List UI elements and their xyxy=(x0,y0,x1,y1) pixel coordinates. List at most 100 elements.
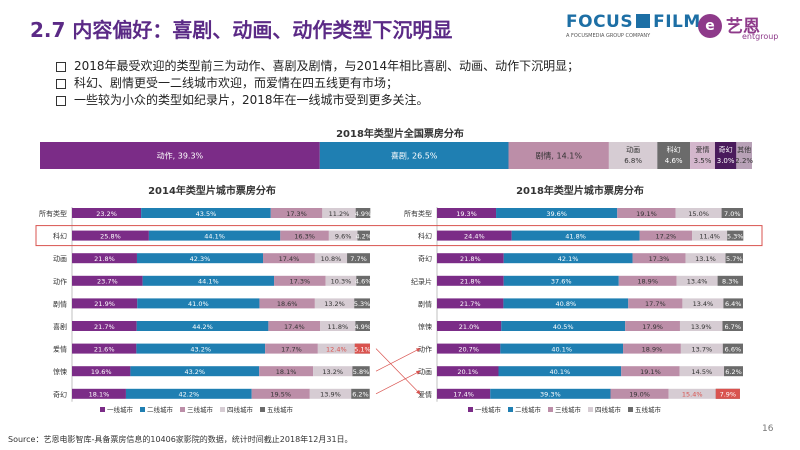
stacked-bar-label: 17.7% xyxy=(281,345,302,353)
legend-swatch xyxy=(548,407,553,412)
stacked-bar-label: 24.4% xyxy=(464,232,485,240)
stacked-bar-segment xyxy=(437,253,504,264)
stacked-bar-label: 20.7% xyxy=(458,345,479,353)
stacked-bar-label: 5.1% xyxy=(354,345,371,353)
stacked-bar-segment-highlight xyxy=(715,388,740,399)
stacked-bar-segment xyxy=(251,388,310,399)
stacked-bar-label: 7.7% xyxy=(350,255,367,263)
stacked-bar-segment xyxy=(722,321,743,331)
stacked-bar-label: 10.3% xyxy=(331,278,352,286)
stacked-bar-segment xyxy=(503,275,619,286)
stacked-bar-label: 19.1% xyxy=(636,210,657,218)
stacked-bar-label: 4.9% xyxy=(354,323,371,331)
bullet-item: 科幻、剧情更受一二线城市欢迎，而爱情在四五线更有市场； xyxy=(56,75,579,92)
legend-swatch xyxy=(220,407,225,412)
stacked-bar-label: 42.3% xyxy=(190,255,211,263)
legend-label: 二线城市 xyxy=(515,405,542,414)
stacked-bar-label: 15.4% xyxy=(682,391,703,399)
stacked-bar-label: 7.0% xyxy=(724,210,741,218)
category-label: 奇幻 xyxy=(418,254,432,263)
stacked-bar-segment xyxy=(72,298,138,309)
stacked-bar-segment xyxy=(501,321,626,331)
stacked-bar-segment xyxy=(142,275,275,286)
category-label: 惊悚 xyxy=(53,367,67,376)
stacked-bar-label: 37.6% xyxy=(551,278,572,286)
page-title: 2.7 内容偏好：喜剧、动画、动作类型下沉明显 xyxy=(30,18,453,42)
stacked-bar-label: 6.2% xyxy=(352,391,369,399)
stacked-bar-label: 21.0% xyxy=(459,323,480,331)
stacked-bar-segment xyxy=(727,230,744,241)
national-bar-segment xyxy=(608,142,658,169)
stacked-bar-label: 40.8% xyxy=(555,300,576,308)
legend-swatch xyxy=(588,407,593,412)
stacked-bar-segment xyxy=(130,366,260,377)
stacked-bar-segment xyxy=(313,366,353,377)
category-label: 爱情 xyxy=(418,390,432,399)
national-bar-segment xyxy=(40,142,320,169)
stacked-bar-label: 11.2% xyxy=(329,210,350,218)
stacked-bar-segment xyxy=(72,366,131,377)
national-bar-segment xyxy=(736,142,752,169)
national-bar-label: 奇幻 xyxy=(719,145,733,154)
category-label: 动作 xyxy=(418,345,432,354)
stacked-bar-label: 19.0% xyxy=(629,391,650,399)
stacked-bar-label: 13.7% xyxy=(692,345,713,353)
stacked-bar-label: 10.8% xyxy=(321,255,342,263)
category-label: 纪录片 xyxy=(411,277,432,286)
stacked-bar-label: 21.8% xyxy=(94,255,115,263)
stacked-bar-label: 19.5% xyxy=(270,391,291,399)
city-chart-title: 2018年类型片城市票房分布 xyxy=(516,184,644,197)
stacked-bar-label: 41.8% xyxy=(565,232,586,240)
stacked-bar-label: 17.3% xyxy=(649,255,670,263)
entgroup-logo-text: 艺恩 xyxy=(726,17,760,37)
national-bar-label: 动作, 39.3% xyxy=(157,151,204,161)
stacked-bar-segment xyxy=(268,321,321,331)
stacked-bar-label: 13.4% xyxy=(687,278,708,286)
stacked-bar-segment xyxy=(72,388,126,399)
stacked-bar-segment xyxy=(722,343,743,354)
stacked-bar-segment xyxy=(675,208,722,218)
bullet-list: 2018年最受欢迎的类型前三为动作、喜剧及剧情，与2014年相比喜剧、动画、动作… xyxy=(56,58,579,109)
highlight-box-scifi xyxy=(35,225,763,247)
stacked-bar-label: 17.3% xyxy=(289,278,310,286)
stacked-bar-label: 17.3% xyxy=(286,210,307,218)
stacked-bar-label: 23.2% xyxy=(96,210,117,218)
category-label: 科幻 xyxy=(418,232,432,241)
focus-film-logo-tagline: A FOCUSMEDIA GROUP COMPANY xyxy=(566,33,651,39)
legend-label: 四线城市 xyxy=(227,405,254,414)
stacked-bar-label: 17.2% xyxy=(656,232,677,240)
national-bar-label: 剧情, 14.1% xyxy=(535,151,582,161)
national-bar-label: 爱情 xyxy=(696,145,710,154)
stacked-bar-label: 6.4% xyxy=(725,300,742,308)
stacked-bar-label: 6.6% xyxy=(725,345,742,353)
row-link-arrow xyxy=(375,348,421,395)
category-label: 惊悚 xyxy=(418,322,432,331)
stacked-bar-segment xyxy=(263,253,315,264)
stacked-bar-segment xyxy=(437,366,499,377)
stacked-bar-label: 5.3% xyxy=(727,232,744,240)
stacked-bar-label: 42.2% xyxy=(178,391,199,399)
stacked-bar-segment xyxy=(125,388,252,399)
stacked-bar-label: 11.8% xyxy=(327,323,348,331)
stacked-bar-segment xyxy=(621,366,680,377)
national-bar-label: 喜剧, 26.5% xyxy=(391,151,438,161)
stacked-bar-label: 4.9% xyxy=(355,210,372,218)
category-label: 剧情 xyxy=(53,299,67,308)
stacked-bar-label: 18.9% xyxy=(637,278,658,286)
stacked-bar-label: 43.2% xyxy=(184,368,205,376)
stacked-bar-segment xyxy=(325,275,357,286)
stacked-bar-label: 4.6% xyxy=(355,278,372,286)
stacked-bar-segment xyxy=(692,230,728,241)
stacked-bar-segment xyxy=(265,343,318,354)
stacked-bar-segment xyxy=(610,388,669,399)
stacked-bar-label: 40.1% xyxy=(550,368,571,376)
national-bar-segment xyxy=(657,142,691,169)
legend-label: 一线城市 xyxy=(475,405,502,414)
stacked-bar-label: 13.9% xyxy=(691,323,712,331)
legend-swatch xyxy=(508,407,513,412)
stacked-bar-segment xyxy=(682,298,724,309)
stacked-bar-label: 18.6% xyxy=(277,300,298,308)
stacked-bar-label: 11.4% xyxy=(699,232,720,240)
category-label: 所有类型 xyxy=(39,209,67,218)
stacked-bar-segment xyxy=(617,208,676,218)
